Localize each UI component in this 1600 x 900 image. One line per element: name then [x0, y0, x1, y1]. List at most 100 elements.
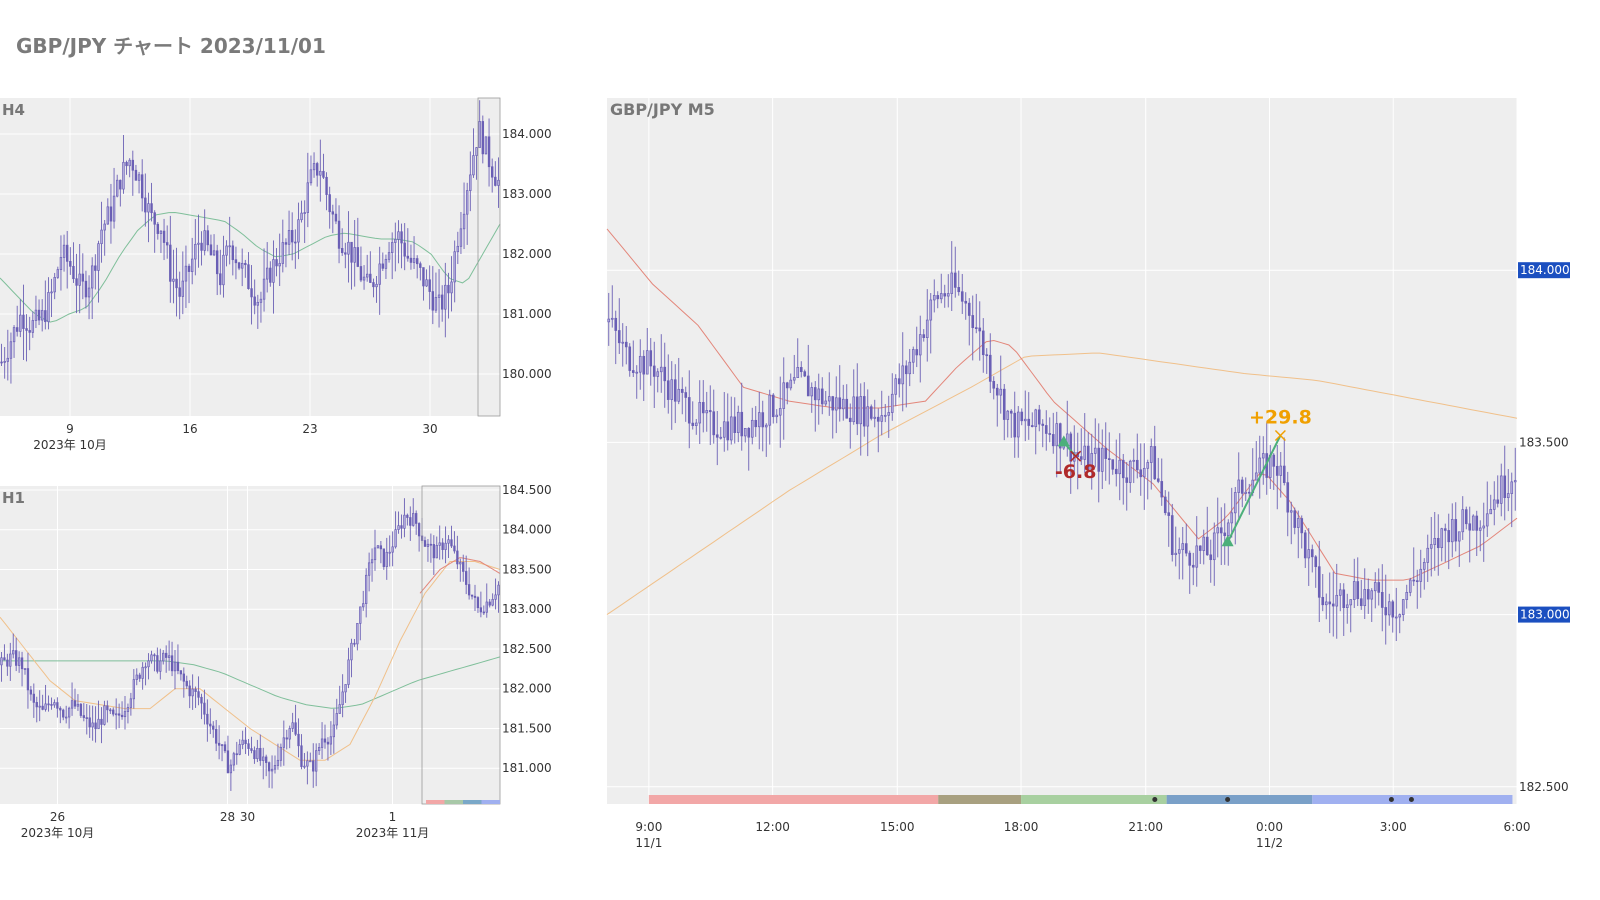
- candle: [722, 421, 726, 438]
- candle: [873, 416, 877, 419]
- m5-y-axis: 182.500 183.000 183.500 184.000: [1518, 262, 1570, 794]
- candle: [497, 584, 500, 596]
- m5-plot-area: [607, 98, 1517, 804]
- x-sublabel: 11/1: [635, 836, 662, 850]
- ma-red-line: [606, 228, 1518, 581]
- candle: [799, 367, 803, 373]
- candle: [1496, 499, 1500, 504]
- candle: [691, 422, 695, 426]
- candle: [376, 545, 380, 549]
- m5-x-axis: 9:00 12:00 15:00 18:00 21:00 0:00 3:00 6:00 11/1…: [635, 820, 1530, 850]
- candle: [431, 291, 435, 311]
- candle: [20, 657, 24, 670]
- candle: [432, 544, 435, 559]
- candle: [887, 412, 891, 416]
- candle: [1254, 472, 1258, 481]
- candle: [1013, 412, 1017, 438]
- candle: [67, 707, 71, 718]
- candle: [845, 398, 849, 419]
- candle: [347, 241, 350, 255]
- candle: [65, 244, 69, 262]
- candle: [813, 387, 817, 401]
- candle: [215, 728, 218, 744]
- candle: [153, 654, 156, 657]
- x-tick-label: 23: [302, 422, 317, 436]
- candle: [1156, 478, 1160, 482]
- candle: [279, 746, 283, 761]
- candle: [490, 166, 494, 178]
- h4-chart: 180.000 181.000 182.000 183.000 184.000 9 16 2…: [0, 97, 552, 452]
- candle: [247, 264, 250, 289]
- candle: [172, 278, 175, 282]
- candle: [409, 517, 412, 526]
- x-sublabel: 11/2: [1256, 836, 1283, 850]
- candle: [356, 623, 359, 645]
- m5-trades: -6.8 +29.8: [1055, 407, 1312, 547]
- candle: [362, 276, 366, 281]
- candle: [908, 361, 912, 375]
- candle: [417, 523, 421, 537]
- candle: [238, 744, 241, 755]
- candle: [859, 396, 863, 425]
- candle: [356, 247, 360, 267]
- h1-y-axis: 181.000 181.500 182.000 182.500 183.000 183.5…: [502, 483, 552, 775]
- candle: [1489, 509, 1493, 515]
- candle: [306, 760, 309, 767]
- x-tick-label: 1: [389, 810, 397, 824]
- candle: [663, 366, 667, 382]
- h1-x-axis: 26 28 30 1 2023年 10月 2023年 11月: [21, 810, 430, 840]
- candle: [132, 679, 135, 700]
- candle: [1219, 527, 1223, 534]
- candle: [1090, 453, 1094, 470]
- candle: [94, 265, 97, 271]
- candle: [188, 685, 191, 697]
- candle: [40, 310, 44, 321]
- candle: [450, 281, 453, 294]
- entry-marker: [1057, 435, 1070, 447]
- x-tick-label: 18:00: [1004, 820, 1039, 834]
- x-tick-label: 28: [220, 810, 235, 824]
- candle: [943, 293, 947, 297]
- candle: [322, 170, 325, 178]
- y-tick-label: 181.000: [502, 761, 552, 775]
- candle: [1331, 603, 1335, 607]
- candle: [297, 219, 300, 243]
- candle: [775, 414, 779, 418]
- candle: [84, 280, 88, 298]
- candle: [820, 388, 824, 405]
- candle: [138, 674, 141, 679]
- entry-marker: [1221, 535, 1234, 547]
- h4-title: H4: [2, 101, 25, 119]
- candle: [147, 660, 150, 668]
- candle: [78, 273, 81, 286]
- candle: [391, 546, 394, 553]
- candle: [894, 378, 898, 395]
- candle: [1223, 532, 1227, 536]
- candle: [1226, 522, 1230, 536]
- m5-candles: [607, 241, 1517, 645]
- h1-candles: [0, 498, 500, 791]
- candle: [359, 606, 362, 624]
- session-segment: [463, 800, 482, 804]
- candle: [1366, 589, 1370, 600]
- candle: [1100, 447, 1104, 472]
- candle: [1342, 589, 1346, 609]
- candle: [88, 717, 91, 728]
- candle: [974, 327, 978, 329]
- candle: [29, 689, 33, 695]
- session-dot: [1388, 797, 1394, 802]
- candle: [1412, 579, 1416, 582]
- candle: [1482, 525, 1486, 529]
- candle: [335, 713, 338, 726]
- candle: [72, 265, 75, 280]
- candle: [429, 543, 433, 546]
- candle: [1132, 459, 1136, 462]
- ma-orange-line: [0, 561, 501, 761]
- candle: [219, 273, 222, 286]
- candle: [1107, 458, 1111, 460]
- candle: [666, 380, 670, 400]
- candle: [209, 244, 213, 256]
- candle: [22, 314, 25, 329]
- candle: [76, 703, 80, 707]
- candle: [344, 252, 347, 255]
